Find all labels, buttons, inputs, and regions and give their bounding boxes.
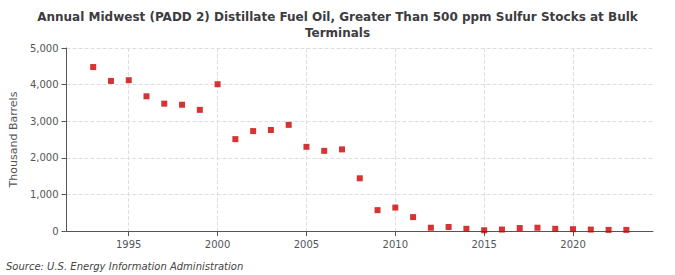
svg-text:2020: 2020 xyxy=(560,239,585,250)
svg-text:4,000: 4,000 xyxy=(30,79,59,90)
svg-text:0: 0 xyxy=(52,226,58,237)
svg-text:Annual Midwest (PADD 2) Distil: Annual Midwest (PADD 2) Distillate Fuel … xyxy=(37,10,639,24)
svg-text:2,000: 2,000 xyxy=(30,152,59,163)
svg-text:2015: 2015 xyxy=(471,239,496,250)
svg-text:2000: 2000 xyxy=(205,239,230,250)
svg-text:2010: 2010 xyxy=(383,239,408,250)
svg-text:1995: 1995 xyxy=(116,239,141,250)
svg-text:5,000: 5,000 xyxy=(30,43,59,54)
svg-text:Terminals: Terminals xyxy=(305,26,370,40)
svg-text:2005: 2005 xyxy=(294,239,319,250)
svg-text:Thousand Barrels: Thousand Barrels xyxy=(7,91,20,188)
svg-text:Source: U.S. Energy Informatio: Source: U.S. Energy Information Administ… xyxy=(6,261,243,272)
svg-text:1,000: 1,000 xyxy=(30,189,59,200)
svg-text:3,000: 3,000 xyxy=(30,116,59,127)
